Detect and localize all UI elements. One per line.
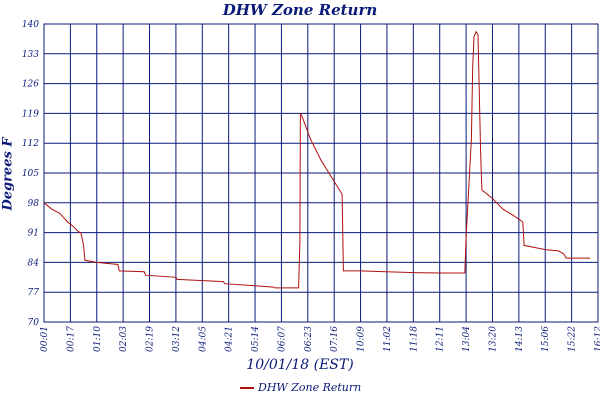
x-tick-label: 03:12: [172, 326, 182, 352]
x-tick-label: 13:04: [462, 326, 472, 352]
y-tick-label: 140: [22, 20, 39, 30]
x-tick-labels: 00:01 00:17 01:10 02:03 02:19 03:12 04:05 04:21…: [40, 326, 600, 352]
x-tick-label: 13:20: [488, 326, 498, 352]
x-tick-label: 15:22: [568, 326, 578, 352]
x-tick-label: 11:02: [383, 326, 393, 352]
legend-swatch: [240, 386, 254, 389]
x-tick-label: 00:17: [66, 326, 76, 352]
x-axis-title: 10/01/18 (EST): [246, 357, 354, 373]
y-tick-label: 133: [22, 50, 39, 60]
y-tick-label: 70: [28, 318, 40, 328]
x-tick-label: 00:01: [40, 326, 50, 352]
series-line-dhw-zone-return: [43, 30, 591, 289]
y-tick-label: 77: [28, 288, 40, 298]
legend: DHW Zone Return: [240, 381, 361, 394]
x-tick-label: 02:19: [146, 326, 156, 352]
x-tick-label: 12:11: [436, 326, 446, 352]
chart-grid: [43, 23, 599, 323]
x-tick-label: 10:09: [357, 326, 367, 352]
plot-frame: [43, 23, 599, 323]
y-tick-label: 112: [22, 139, 39, 149]
y-tick-label: 91: [28, 229, 39, 239]
x-tick-label: 06:07: [277, 326, 287, 352]
chart-title: DHW Zone Return: [222, 1, 378, 19]
x-tick-label: 06:23: [304, 326, 314, 352]
y-tick-label: 84: [28, 258, 40, 268]
x-tick-label: 11:18: [409, 326, 419, 352]
y-tick-labels: 70 77 84 91 98 105 112 119 126 133 140: [22, 20, 39, 328]
x-tick-label: 05:14: [251, 326, 261, 352]
x-tick-label: 15:06: [541, 326, 551, 352]
y-tick-label: 105: [22, 169, 39, 179]
x-tick-label: 01:10: [93, 326, 103, 352]
x-tick-label: 07:16: [330, 326, 340, 352]
x-tick-label: 04:05: [198, 326, 208, 352]
x-tick-label: 14:13: [515, 326, 525, 352]
x-tick-label: 02:03: [119, 326, 129, 352]
x-tick-label: 16:12: [594, 326, 600, 352]
x-tick-label: 04:21: [225, 326, 235, 352]
y-tick-label: 119: [22, 109, 39, 119]
y-tick-label: 126: [22, 80, 39, 90]
y-tick-label: 98: [28, 199, 40, 209]
legend-label: DHW Zone Return: [258, 381, 362, 394]
